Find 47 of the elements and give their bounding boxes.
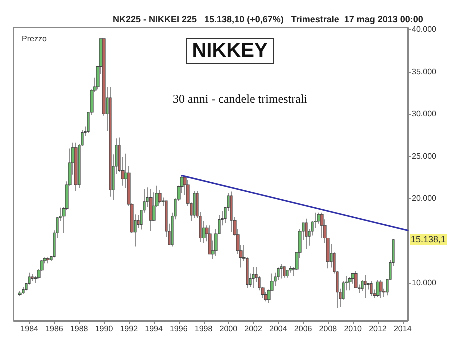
x-tick-label: 2010 [344,324,363,334]
chart-subtitle: NK225 - NIKKEI 225 15.138,10 (+0,67%) Trimestrale 17 mag 2013 00:00 [113,14,424,24]
y-tick-label: 25.000 [412,152,438,161]
y-tick-label: 40.000 [412,25,438,34]
candlestick [46,257,50,264]
x-tick-label: 2000 [220,324,238,334]
candlestick [379,280,383,298]
candlestick [370,281,373,297]
x-tick-label: 2004 [270,324,288,334]
candlestick [31,274,34,282]
candlestick [230,192,233,233]
x-tick-label: 2002 [244,324,263,334]
x-tick-label: 1992 [120,324,139,334]
x-tick-label: 1998 [194,324,214,334]
candlestick [109,86,112,198]
x-tick-label: 1984 [20,324,40,334]
x-tick-label: 2006 [294,324,313,334]
candlestick [376,280,380,298]
candlestick [149,188,153,232]
candlestick [193,190,196,218]
y-tick-label: 30.000 [412,110,438,119]
candlestick [18,291,22,297]
y-tick-label: 20.000 [412,194,438,204]
candlestick [252,266,255,288]
candlestick [158,190,162,204]
x-tick-label: 1990 [95,324,114,334]
candlestick [74,142,78,192]
candlestick [348,276,352,291]
y-tick-label: 10.000 [412,278,438,288]
candlestick [280,264,283,280]
x-tick-label: 1986 [46,324,64,334]
x-tick-label: 1994 [145,324,164,334]
x-tick-label: 1996 [170,324,188,334]
x-tick-label: 2012 [369,324,388,334]
candlestick [22,286,25,294]
y-tick-label: 35.000 [412,67,438,76]
annotation: 30 anni - candele trimestrali [173,92,308,106]
text: NIKKEY [192,40,268,62]
x-tick-label: 2008 [319,324,338,334]
candlestick [305,218,308,250]
x-tick-label: 2014 [394,324,412,334]
y-axis-title: Prezzo [22,34,48,44]
candlestick [364,275,367,298]
candlestick [283,266,286,278]
x-tick-label: 1988 [70,324,89,334]
text: 15.138,1 [411,234,446,244]
candlestick [286,270,289,278]
